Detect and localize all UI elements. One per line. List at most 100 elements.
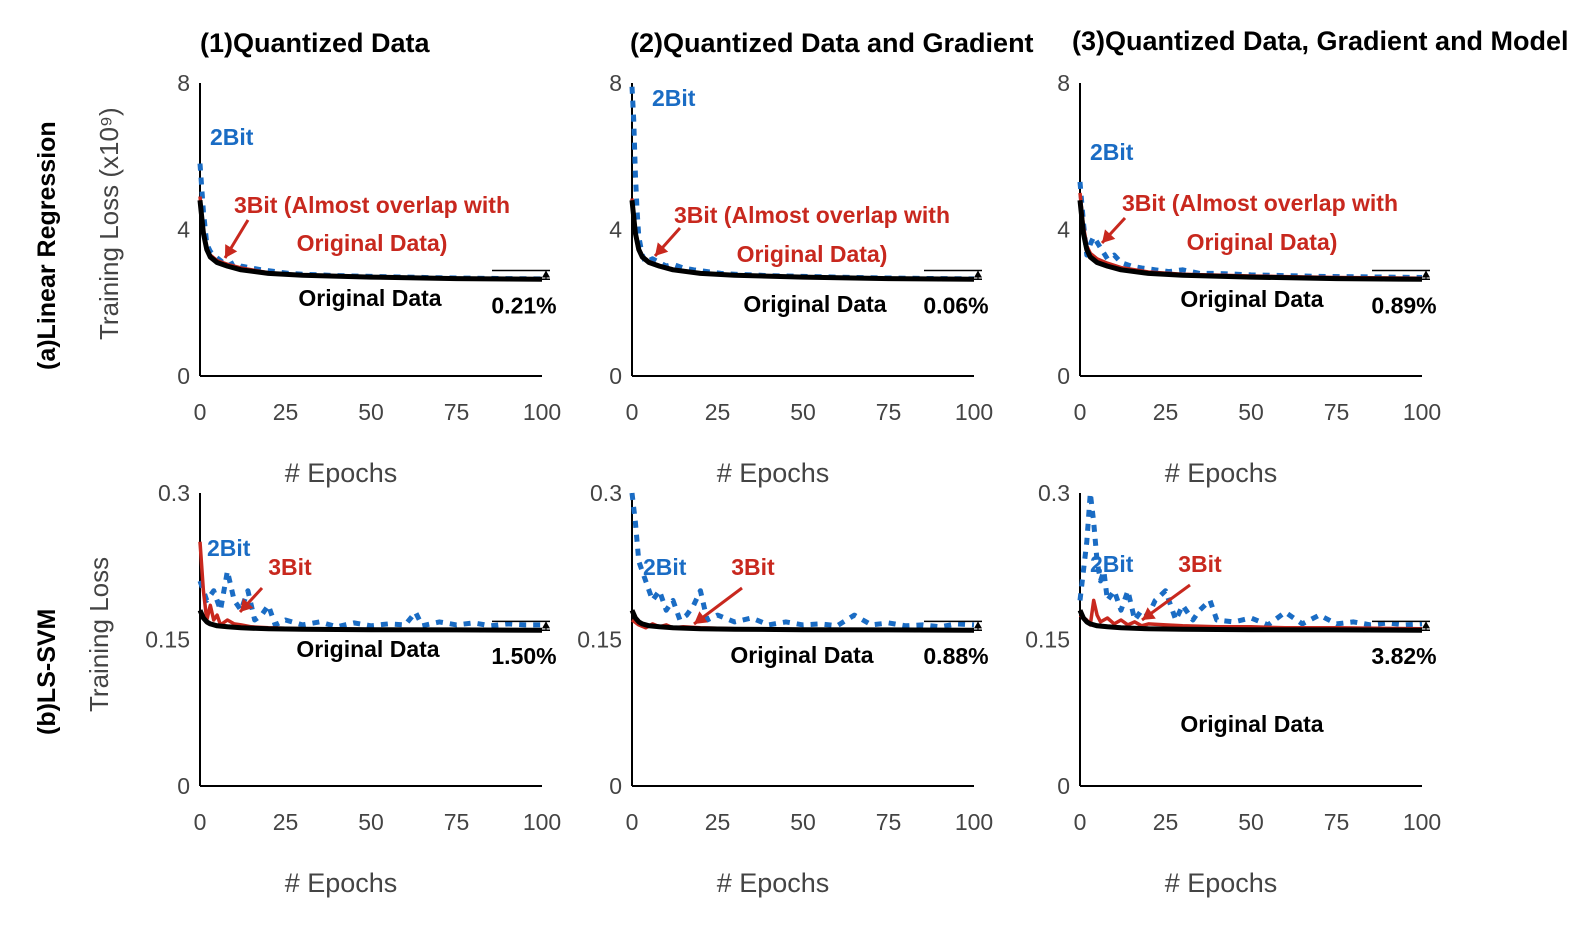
panel-1-1-x-axis-label: # Epochs xyxy=(285,458,398,488)
panel-2-2-x-axis-label: # Epochs xyxy=(717,868,830,898)
panel-1-3-x-tick-label: 0 xyxy=(1074,399,1087,425)
row-label-linear-regression: (a)Linear Regression xyxy=(33,121,61,370)
y-axis-label-row-2: Training Loss xyxy=(84,557,114,712)
panel-2-2-x-tick-label: 0 xyxy=(626,809,639,835)
panel-2-3-x-tick-label: 100 xyxy=(1403,809,1441,835)
panel-2-1-series-original-data xyxy=(197,609,543,633)
panel-2-3-gap-percent: 3.82% xyxy=(1371,643,1436,669)
panel-1-2-x-tick-label: 50 xyxy=(790,399,816,425)
panel-1-1-series-2bit xyxy=(197,163,543,282)
panel-1-2-gap-percent: 0.06% xyxy=(923,292,988,318)
panel-1-2-x-tick-label: 100 xyxy=(955,399,993,425)
column-title-2: (2)Quantized Data and Gradient xyxy=(630,28,1034,58)
panel-1-3-label-original-data: Original Data xyxy=(1180,286,1323,312)
panel-2-3-x-tick-label: 75 xyxy=(1324,809,1350,835)
panel-2-3-3bit-arrowhead xyxy=(1142,607,1156,620)
panel-2-2-x-tick-label: 100 xyxy=(955,809,993,835)
panel-2-3-x-tick-label: 50 xyxy=(1238,809,1264,835)
y-axis-label-row-1: Training Loss (x10⁹) xyxy=(94,107,124,340)
panels-group: 0 4 8 0 25 50 75 100 # Epochs 0.21% 2Bit 3Bit (Almo… xyxy=(145,70,1441,898)
panel-2-2-y-tick-label: 0 xyxy=(609,773,622,799)
panel-1-3-3bit-arrowhead xyxy=(1102,229,1116,243)
panel-1-2-label-3bit: 3Bit (Almost overlap with xyxy=(674,202,950,228)
panel-2-3-gap-arrowhead xyxy=(1422,621,1430,629)
panel-2-1-gap-arrowhead xyxy=(542,621,550,629)
panel-1-3-x-tick-label: 75 xyxy=(1324,399,1350,425)
panel-1-1-x-tick-label: 0 xyxy=(194,399,207,425)
panel-1-3-x-tick-label: 50 xyxy=(1238,399,1264,425)
panel-2-1-label-original-data: Original Data xyxy=(296,636,439,662)
panel-2-3-x-tick-label: 25 xyxy=(1153,809,1179,835)
panel-1-3-label-3bit: 3Bit (Almost overlap with xyxy=(1122,190,1398,216)
panel-1-2-label-3bit-line2: Original Data) xyxy=(737,241,888,267)
panel-2-1-x-tick-label: 25 xyxy=(273,809,299,835)
panel-2-1-x-tick-label: 100 xyxy=(523,809,561,835)
panel-1-2-y-tick-label: 0 xyxy=(609,363,622,389)
panel-1-2-label-2bit: 2Bit xyxy=(652,85,696,111)
panel-1-2-3bit-arrowhead xyxy=(655,242,669,256)
panel-1-3-x-axis-label: # Epochs xyxy=(1165,458,1278,488)
panel-1-1-label-original-data: Original Data xyxy=(298,285,441,311)
panel-2-1-y-tick-label: 0 xyxy=(177,773,190,799)
panel-2-3-label-original-data: Original Data xyxy=(1180,711,1323,737)
panel-1-3-label-3bit-line2: Original Data) xyxy=(1187,229,1338,255)
panel-1-3-x-tick-label: 100 xyxy=(1403,399,1441,425)
column-title-3: (3)Quantized Data, Gradient and Model xyxy=(1072,26,1569,56)
panel-2-1-gap-percent: 1.50% xyxy=(491,643,556,669)
panel-1-1-x-tick-label: 75 xyxy=(444,399,470,425)
panel-2-1-x-tick-label: 75 xyxy=(444,809,470,835)
panel-2-1-3bit-arrowhead xyxy=(240,598,254,612)
panel-1-1-x-tick-label: 50 xyxy=(358,399,384,425)
panel-1-1-x-tick-label: 25 xyxy=(273,399,299,425)
panel-2-3-series-2bit xyxy=(1077,490,1423,628)
panel-2-2-3bit-arrowhead xyxy=(694,611,708,624)
panel-2-3-x-tick-label: 0 xyxy=(1074,809,1087,835)
panel-2-3-label-2bit: 2Bit xyxy=(1090,551,1134,577)
panel-1-2-y-tick-label: 8 xyxy=(609,70,622,96)
panel-1-2-y-tick-label: 4 xyxy=(609,217,622,243)
panel-2-1-x-tick-label: 0 xyxy=(194,809,207,835)
panel-2-3-series-original-data xyxy=(1077,609,1423,633)
panel-2-3-label-3bit: 3Bit xyxy=(1178,551,1222,577)
panel-1-1-series-original-data xyxy=(197,199,543,282)
panel-1-3-y-tick-label: 4 xyxy=(1057,217,1070,243)
panel-1-2-x-axis-label: # Epochs xyxy=(717,458,830,488)
panel-2-1-x-axis-label: # Epochs xyxy=(285,868,398,898)
panel-2-1-x-tick-label: 50 xyxy=(358,809,384,835)
panel-2-2-label-original-data: Original Data xyxy=(730,642,873,668)
panel-1-2-x-tick-label: 75 xyxy=(876,399,902,425)
row-label-ls-svm: (b)LS-SVM xyxy=(33,609,61,735)
panel-2-1-label-2bit: 2Bit xyxy=(207,535,251,561)
panel-2-2-x-tick-label: 50 xyxy=(790,809,816,835)
panel-1-3-label-2bit: 2Bit xyxy=(1090,139,1134,165)
panel-1-3-x-tick-label: 25 xyxy=(1153,399,1179,425)
panel-1-1-y-tick-label: 8 xyxy=(177,70,190,96)
panel-2-1-y-tick-label: 0.15 xyxy=(145,627,190,653)
panel-2-3-x-axis-label: # Epochs xyxy=(1165,868,1278,898)
panel-2-2-gap-arrowhead xyxy=(974,621,982,629)
panel-2-1-label-3bit: 3Bit xyxy=(268,554,312,580)
panel-1-1-label-3bit: 3Bit (Almost overlap with xyxy=(234,192,510,218)
panel-1-3-gap-arrowhead xyxy=(1422,270,1430,278)
panel-1-2-series-original-data xyxy=(629,199,975,282)
panel-2-1-series-3bit xyxy=(198,541,542,632)
panel-1-3-series-2bit xyxy=(1077,181,1423,280)
panel-2-1-series-2bit xyxy=(197,568,542,630)
panel-1-1-x-tick-label: 100 xyxy=(523,399,561,425)
panel-2-2-series-2bit xyxy=(629,492,975,630)
column-title-1: (1)Quantized Data xyxy=(200,28,431,58)
panel-2-2-y-tick-label: 0.15 xyxy=(577,627,622,653)
panel-1-3-series-original-data xyxy=(1077,199,1423,282)
panel-2-2-x-tick-label: 75 xyxy=(876,809,902,835)
panel-2-2-y-tick-label: 0.3 xyxy=(590,480,622,506)
panel-1-3-gap-percent: 0.89% xyxy=(1371,292,1436,318)
panel-1-2-x-tick-label: 0 xyxy=(626,399,639,425)
panel-1-1-gap-arrowhead xyxy=(542,270,550,278)
panel-1-1-3bit-arrowhead xyxy=(225,244,238,258)
panel-1-1-label-3bit-line2: Original Data) xyxy=(297,230,448,256)
panel-1-2-gap-arrowhead xyxy=(974,270,982,278)
panel-2-2-gap-percent: 0.88% xyxy=(923,643,988,669)
panel-2-3-y-tick-label: 0.15 xyxy=(1025,627,1070,653)
panel-1-3-y-tick-label: 8 xyxy=(1057,70,1070,96)
